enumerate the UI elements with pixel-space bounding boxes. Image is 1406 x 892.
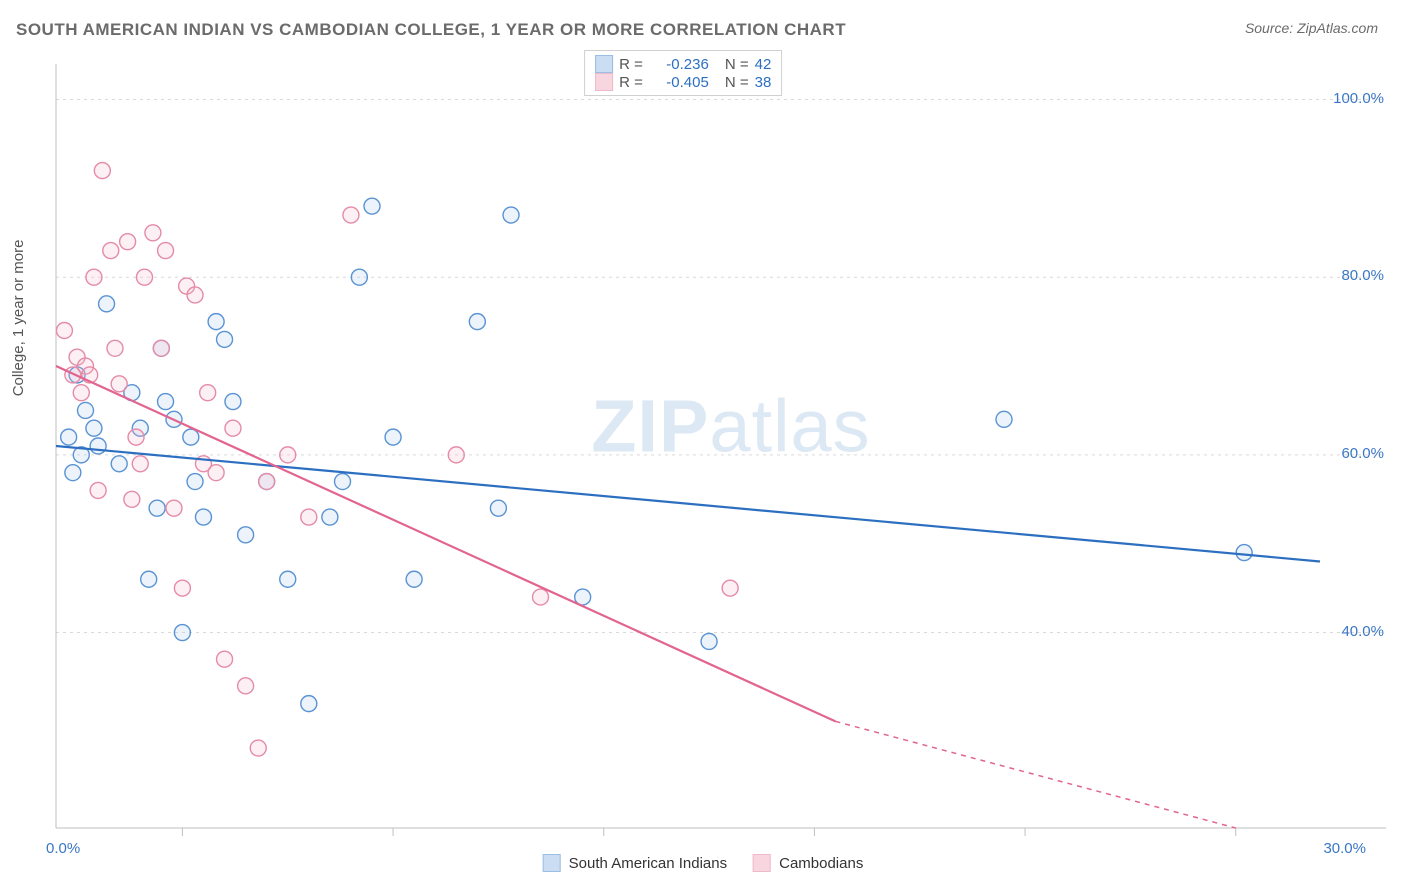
y-tick-label: 80.0%	[1341, 267, 1384, 284]
x-tick-label: 0.0%	[46, 840, 80, 857]
chart-area: College, 1 year or more ZIPatlas R = -0.…	[16, 50, 1390, 868]
correlation-legend-row: R = -0.405 N = 38	[595, 73, 771, 91]
series-legend-item: Cambodians	[753, 854, 863, 872]
y-axis-label: College, 1 year or more	[10, 240, 27, 397]
y-tick-label: 60.0%	[1341, 445, 1384, 462]
source-attribution: Source: ZipAtlas.com	[1245, 20, 1378, 36]
y-tick-label: 40.0%	[1341, 623, 1384, 640]
x-tick-label: 30.0%	[1323, 840, 1366, 857]
chart-title: SOUTH AMERICAN INDIAN VS CAMBODIAN COLLE…	[16, 20, 846, 40]
y-tick-label: 100.0%	[1333, 90, 1384, 107]
correlation-legend: R = -0.236 N = 42 R = -0.405 N = 38	[584, 50, 782, 96]
scatter-plot-svg	[16, 50, 1390, 868]
series-legend: South American Indians Cambodians	[543, 854, 864, 872]
correlation-legend-row: R = -0.236 N = 42	[595, 55, 771, 73]
series-legend-item: South American Indians	[543, 854, 727, 872]
